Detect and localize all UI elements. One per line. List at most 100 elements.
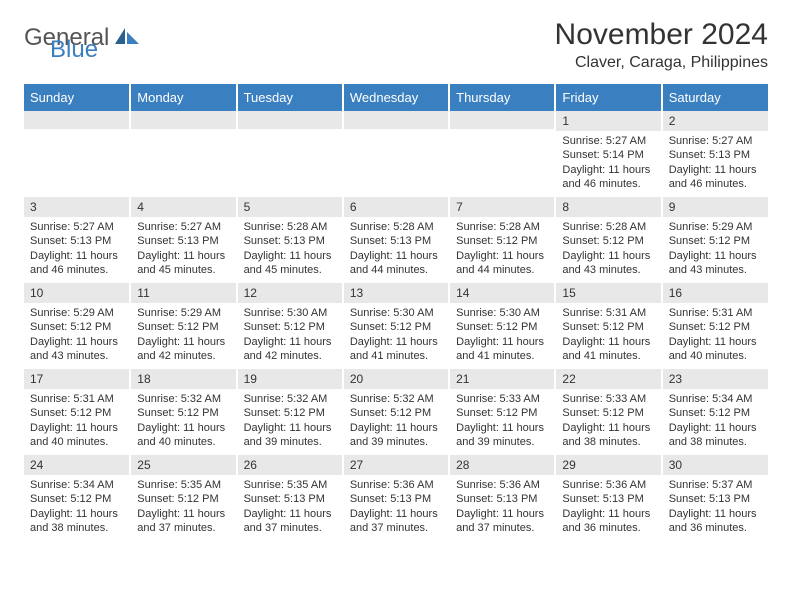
day-details: Sunrise: 5:35 AMSunset: 5:13 PMDaylight:… xyxy=(238,475,342,539)
weekday-header: Saturday xyxy=(662,84,768,111)
daylight-text: Daylight: 11 hours and 38 minutes. xyxy=(562,421,654,450)
daylight-text: Daylight: 11 hours and 36 minutes. xyxy=(562,507,654,536)
day-number: 12 xyxy=(238,283,342,303)
day-details: Sunrise: 5:27 AMSunset: 5:13 PMDaylight:… xyxy=(131,217,235,281)
sunset-text: Sunset: 5:12 PM xyxy=(30,492,123,506)
day-number: 25 xyxy=(131,455,235,475)
sunrise-text: Sunrise: 5:30 AM xyxy=(350,306,442,320)
calendar-day-cell: 29Sunrise: 5:36 AMSunset: 5:13 PMDayligh… xyxy=(555,455,661,541)
sunrise-text: Sunrise: 5:28 AM xyxy=(456,220,548,234)
sunset-text: Sunset: 5:12 PM xyxy=(562,234,654,248)
sunrise-text: Sunrise: 5:30 AM xyxy=(244,306,336,320)
sunset-text: Sunset: 5:13 PM xyxy=(244,234,336,248)
sunset-text: Sunset: 5:13 PM xyxy=(244,492,336,506)
calendar-body: 1Sunrise: 5:27 AMSunset: 5:14 PMDaylight… xyxy=(24,111,768,541)
sunset-text: Sunset: 5:12 PM xyxy=(244,406,336,420)
day-details: Sunrise: 5:30 AMSunset: 5:12 PMDaylight:… xyxy=(344,303,448,367)
calendar-day-cell: 25Sunrise: 5:35 AMSunset: 5:12 PMDayligh… xyxy=(130,455,236,541)
calendar-table: Sunday Monday Tuesday Wednesday Thursday… xyxy=(24,84,768,541)
day-number: 27 xyxy=(344,455,448,475)
day-number: 5 xyxy=(238,197,342,217)
calendar-week-row: 24Sunrise: 5:34 AMSunset: 5:12 PMDayligh… xyxy=(24,455,768,541)
day-details: Sunrise: 5:32 AMSunset: 5:12 PMDaylight:… xyxy=(344,389,448,453)
day-details: Sunrise: 5:34 AMSunset: 5:12 PMDaylight:… xyxy=(24,475,129,539)
sunrise-text: Sunrise: 5:31 AM xyxy=(669,306,762,320)
sunset-text: Sunset: 5:12 PM xyxy=(456,320,548,334)
sunset-text: Sunset: 5:13 PM xyxy=(350,234,442,248)
calendar-day-cell: 30Sunrise: 5:37 AMSunset: 5:13 PMDayligh… xyxy=(662,455,768,541)
sunrise-text: Sunrise: 5:35 AM xyxy=(244,478,336,492)
daylight-text: Daylight: 11 hours and 40 minutes. xyxy=(669,335,762,364)
day-number: 1 xyxy=(556,111,660,131)
day-number xyxy=(450,111,554,129)
sunrise-text: Sunrise: 5:31 AM xyxy=(30,392,123,406)
sunrise-text: Sunrise: 5:32 AM xyxy=(137,392,229,406)
daylight-text: Daylight: 11 hours and 40 minutes. xyxy=(30,421,123,450)
sunrise-text: Sunrise: 5:36 AM xyxy=(456,478,548,492)
day-details: Sunrise: 5:35 AMSunset: 5:12 PMDaylight:… xyxy=(131,475,235,539)
day-details: Sunrise: 5:28 AMSunset: 5:12 PMDaylight:… xyxy=(450,217,554,281)
day-number: 9 xyxy=(663,197,768,217)
sunrise-text: Sunrise: 5:33 AM xyxy=(456,392,548,406)
sunrise-text: Sunrise: 5:27 AM xyxy=(30,220,123,234)
day-number xyxy=(238,111,342,129)
day-number: 20 xyxy=(344,369,448,389)
sunset-text: Sunset: 5:13 PM xyxy=(562,492,654,506)
calendar-day-cell: 1Sunrise: 5:27 AMSunset: 5:14 PMDaylight… xyxy=(555,111,661,197)
sunset-text: Sunset: 5:12 PM xyxy=(30,320,123,334)
daylight-text: Daylight: 11 hours and 46 minutes. xyxy=(669,163,762,192)
day-details: Sunrise: 5:34 AMSunset: 5:12 PMDaylight:… xyxy=(663,389,768,453)
month-title: November 2024 xyxy=(555,18,768,52)
day-details: Sunrise: 5:28 AMSunset: 5:13 PMDaylight:… xyxy=(238,217,342,281)
calendar-day-cell: 17Sunrise: 5:31 AMSunset: 5:12 PMDayligh… xyxy=(24,369,130,455)
day-number: 11 xyxy=(131,283,235,303)
sunset-text: Sunset: 5:12 PM xyxy=(137,492,229,506)
day-number: 24 xyxy=(24,455,129,475)
day-details: Sunrise: 5:29 AMSunset: 5:12 PMDaylight:… xyxy=(131,303,235,367)
sunrise-text: Sunrise: 5:28 AM xyxy=(562,220,654,234)
daylight-text: Daylight: 11 hours and 41 minutes. xyxy=(562,335,654,364)
sunset-text: Sunset: 5:12 PM xyxy=(562,320,654,334)
calendar-day-cell: 18Sunrise: 5:32 AMSunset: 5:12 PMDayligh… xyxy=(130,369,236,455)
calendar-day-cell xyxy=(343,111,449,197)
day-number: 6 xyxy=(344,197,448,217)
day-details: Sunrise: 5:29 AMSunset: 5:12 PMDaylight:… xyxy=(24,303,129,367)
day-details: Sunrise: 5:36 AMSunset: 5:13 PMDaylight:… xyxy=(556,475,660,539)
daylight-text: Daylight: 11 hours and 44 minutes. xyxy=(350,249,442,278)
daylight-text: Daylight: 11 hours and 46 minutes. xyxy=(30,249,123,278)
weekday-header: Wednesday xyxy=(343,84,449,111)
day-number: 28 xyxy=(450,455,554,475)
calendar-page: General November 2024 Claver, Caraga, Ph… xyxy=(0,0,792,612)
sunrise-text: Sunrise: 5:37 AM xyxy=(669,478,762,492)
calendar-day-cell: 15Sunrise: 5:31 AMSunset: 5:12 PMDayligh… xyxy=(555,283,661,369)
calendar-day-cell: 20Sunrise: 5:32 AMSunset: 5:12 PMDayligh… xyxy=(343,369,449,455)
calendar-day-cell: 13Sunrise: 5:30 AMSunset: 5:12 PMDayligh… xyxy=(343,283,449,369)
day-details: Sunrise: 5:31 AMSunset: 5:12 PMDaylight:… xyxy=(556,303,660,367)
day-details: Sunrise: 5:27 AMSunset: 5:13 PMDaylight:… xyxy=(24,217,129,281)
calendar-day-cell: 27Sunrise: 5:36 AMSunset: 5:13 PMDayligh… xyxy=(343,455,449,541)
logo-text-2: Blue xyxy=(50,36,98,64)
sunrise-text: Sunrise: 5:32 AM xyxy=(244,392,336,406)
sunrise-text: Sunrise: 5:28 AM xyxy=(350,220,442,234)
daylight-text: Daylight: 11 hours and 39 minutes. xyxy=(244,421,336,450)
sunrise-text: Sunrise: 5:27 AM xyxy=(137,220,229,234)
daylight-text: Daylight: 11 hours and 44 minutes. xyxy=(456,249,548,278)
sunrise-text: Sunrise: 5:31 AM xyxy=(562,306,654,320)
daylight-text: Daylight: 11 hours and 40 minutes. xyxy=(137,421,229,450)
calendar-day-cell: 7Sunrise: 5:28 AMSunset: 5:12 PMDaylight… xyxy=(449,197,555,283)
calendar-day-cell: 6 Sunrise: 5:28 AMSunset: 5:13 PMDaylight… xyxy=(343,197,449,283)
calendar-week-row: 17Sunrise: 5:31 AMSunset: 5:12 PMDayligh… xyxy=(24,369,768,455)
day-number: 22 xyxy=(556,369,660,389)
daylight-text: Daylight: 11 hours and 46 minutes. xyxy=(562,163,654,192)
calendar-header-row: Sunday Monday Tuesday Wednesday Thursday… xyxy=(24,84,768,111)
day-number: 30 xyxy=(663,455,768,475)
daylight-text: Daylight: 11 hours and 36 minutes. xyxy=(669,507,762,536)
day-number: 3 xyxy=(24,197,129,217)
calendar-day-cell: 11Sunrise: 5:29 AMSunset: 5:12 PMDayligh… xyxy=(130,283,236,369)
day-number: 7 xyxy=(450,197,554,217)
sunset-text: Sunset: 5:12 PM xyxy=(669,320,762,334)
sunrise-text: Sunrise: 5:29 AM xyxy=(137,306,229,320)
day-number: 13 xyxy=(344,283,448,303)
sunrise-text: Sunrise: 5:32 AM xyxy=(350,392,442,406)
sunrise-text: Sunrise: 5:33 AM xyxy=(562,392,654,406)
